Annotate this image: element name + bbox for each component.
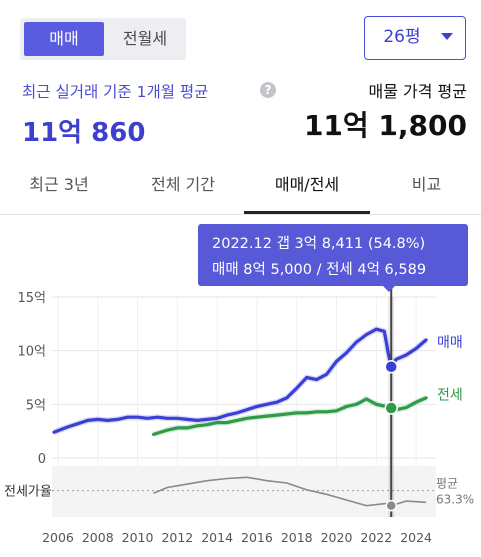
tooltip-gap-line: 2022.12 갭 3억 8,411 (54.8%) (212, 236, 426, 252)
y-tick-label-10: 10억 (17, 345, 46, 360)
series-band-jeonse (152, 395, 428, 438)
highlight-point-sale[interactable] (384, 360, 398, 374)
x-tick-label-2016: 2016 (241, 530, 273, 545)
period-tabs: 최근 3년 전체 기간 매매/전세 비교 (0, 162, 481, 215)
y-tick-label-15: 15억 (17, 291, 46, 306)
legend-sale: 매매 (437, 335, 463, 351)
ratio-axis-label: 전세가율 (4, 485, 52, 500)
tab-sale-jeonse[interactable]: 매매/전세 (244, 162, 370, 214)
tooltip-arrow (383, 286, 395, 292)
tab-all-period[interactable]: 전체 기간 (151, 175, 215, 194)
trade-type-toggle: 매매 전월세 (20, 18, 186, 60)
x-tick-label-2010: 2010 (122, 530, 154, 545)
listing-average-value: 11억 1,800 (303, 109, 467, 142)
ratio-average-label: 평균 (436, 477, 458, 491)
highlight-point-ratio[interactable] (385, 499, 397, 512)
x-tick-label-2012: 2012 (161, 530, 193, 545)
sale-toggle-button[interactable]: 매매 (24, 22, 104, 56)
chart-tooltip: 2022.12 갭 3억 8,411 (54.8%) 매매 8억 5,000 /… (198, 224, 468, 292)
listing-average-label: 매물 가격 평균 (368, 82, 468, 101)
recent-average-label: 최근 실거래 기준 1개월 평균 (22, 83, 209, 101)
tab-compare[interactable]: 비교 (411, 175, 442, 194)
y-tick-label-5: 5억 (26, 398, 46, 413)
tooltip-price-line: 매매 8억 5,000 / 전세 4억 6,589 (212, 262, 427, 278)
tab-recent-3y[interactable]: 최근 3년 (29, 175, 89, 194)
y-tick-label-0: 0 (38, 452, 46, 467)
help-icon[interactable]: ? (260, 82, 276, 98)
highlight-point-jeonse[interactable] (384, 401, 398, 415)
x-tick-label-2006: 2006 (42, 530, 74, 545)
legend-jeonse: 전세 (437, 388, 463, 404)
rent-toggle-button[interactable]: 전월세 (122, 29, 168, 48)
size-select[interactable]: 26평 (364, 16, 466, 60)
x-tick-label-2008: 2008 (82, 530, 114, 545)
recent-average-value: 11억 860 (22, 118, 146, 148)
x-tick-label-2022: 2022 (360, 530, 392, 545)
series-line-sale (52, 327, 428, 434)
ratio-average-value: 63.3% (436, 493, 474, 507)
x-tick-label-2020: 2020 (321, 530, 353, 545)
x-tick-label-2018: 2018 (281, 530, 313, 545)
size-select-value: 26평 (383, 27, 421, 47)
chevron-down-icon (441, 33, 453, 40)
x-tick-label-2024: 2024 (400, 530, 432, 545)
x-tick-label-2014: 2014 (201, 530, 233, 545)
ratio-panel-background (52, 466, 436, 517)
